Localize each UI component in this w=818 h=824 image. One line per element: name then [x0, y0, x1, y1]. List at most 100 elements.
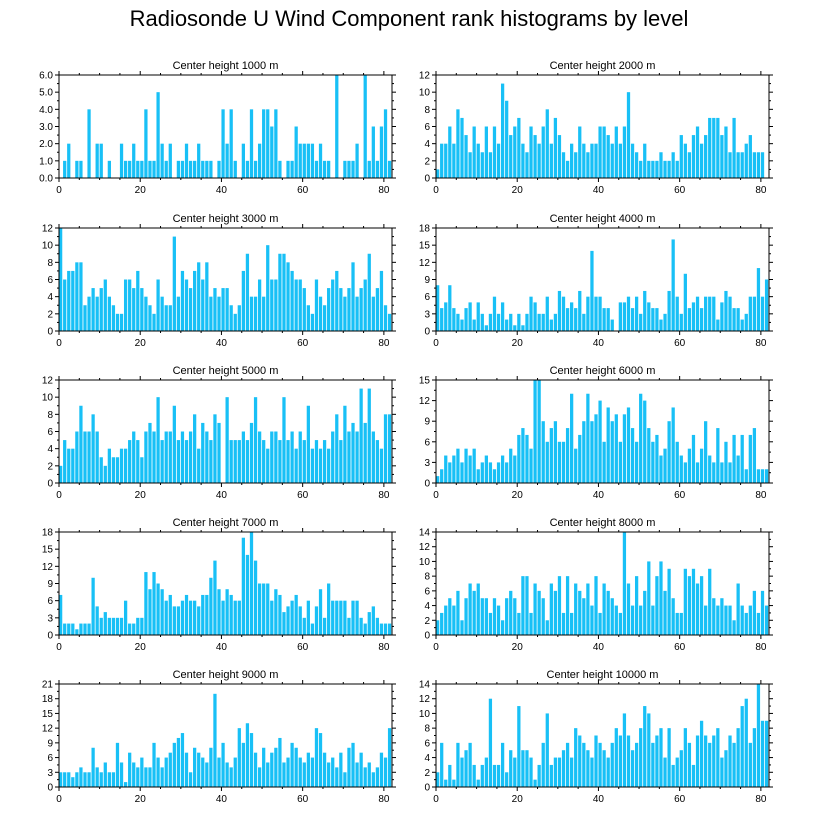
bar [594, 576, 598, 635]
bar [598, 742, 602, 787]
bar [119, 617, 124, 635]
bar [383, 305, 388, 331]
bar [671, 239, 675, 331]
bar [748, 742, 752, 787]
bar [375, 288, 380, 331]
bar [95, 767, 99, 787]
bar [355, 143, 359, 178]
bar [683, 143, 687, 178]
bar [671, 598, 675, 635]
bar [708, 455, 712, 483]
y-tick-label: 0 [47, 783, 53, 794]
bar [521, 325, 525, 331]
bar [286, 757, 290, 787]
bar [144, 767, 148, 787]
bar [537, 380, 541, 483]
bar [667, 290, 671, 331]
y-tick-label: 6 [424, 738, 430, 749]
bar [225, 762, 229, 787]
bar [148, 422, 152, 483]
bar [245, 253, 250, 331]
bar [343, 600, 347, 635]
bar [322, 752, 327, 787]
bar [565, 308, 570, 331]
bar [314, 279, 319, 331]
bar [748, 434, 752, 483]
bar [724, 441, 728, 483]
bar [148, 160, 152, 178]
bar [525, 313, 529, 331]
bar [671, 764, 675, 787]
x-tick-label: 20 [135, 185, 147, 196]
figure-title: Radiosonde U Wind Component rank histogr… [129, 6, 689, 31]
y-tick-label: 4 [47, 444, 53, 455]
bar [586, 296, 590, 331]
bar [472, 590, 476, 635]
bar [744, 143, 748, 178]
bar [736, 152, 740, 178]
bar [500, 455, 505, 483]
bar [75, 160, 79, 178]
bar [286, 262, 290, 331]
y-tick-label: 0.0 [39, 174, 53, 185]
bar [152, 160, 156, 178]
y-tick-label: 15 [42, 709, 54, 720]
bar [760, 152, 765, 178]
bar [602, 126, 606, 178]
bar [95, 606, 99, 635]
bar [634, 576, 639, 635]
bar [590, 757, 594, 787]
bar [132, 762, 136, 787]
y-tick-label: 0 [47, 631, 53, 642]
bar [298, 279, 302, 331]
bar [667, 568, 671, 635]
bar [233, 160, 237, 178]
bar [578, 434, 582, 483]
y-tick-label: 14 [419, 680, 431, 691]
bar [318, 589, 323, 635]
bar [618, 302, 622, 331]
bar [756, 152, 761, 178]
bar [691, 764, 696, 787]
bar [140, 757, 144, 787]
panel-title: Center height 1000 m [173, 60, 279, 72]
bar [699, 720, 704, 787]
bar [63, 279, 67, 331]
bar [306, 600, 310, 635]
bar [740, 319, 744, 331]
bar [217, 160, 221, 178]
bar [136, 270, 140, 331]
x-tick-label: 40 [216, 794, 228, 805]
bar [748, 135, 752, 178]
bar [176, 160, 181, 178]
bar [229, 767, 233, 787]
bar [172, 405, 176, 483]
bar [99, 772, 103, 787]
bar [488, 612, 493, 635]
x-tick-label: 60 [297, 185, 309, 196]
x-tick-label: 80 [378, 185, 390, 196]
bar [537, 764, 541, 787]
bar [488, 313, 493, 331]
x-tick-label: 0 [433, 185, 439, 196]
bar [760, 720, 765, 787]
bar [695, 126, 700, 178]
bar [456, 590, 460, 635]
bar [553, 313, 558, 331]
bar [79, 623, 83, 635]
bar [209, 160, 213, 178]
bar [310, 143, 315, 178]
bar [480, 313, 484, 331]
bar [172, 742, 176, 787]
x-tick-label: 80 [755, 185, 767, 196]
bar [176, 606, 181, 635]
bar [351, 262, 355, 331]
bar [237, 305, 241, 331]
bar [322, 305, 327, 331]
bar [639, 160, 643, 178]
x-tick-label: 40 [216, 490, 228, 501]
bar [679, 612, 683, 635]
bar [180, 733, 185, 787]
bar [675, 757, 679, 787]
bar [557, 757, 562, 787]
